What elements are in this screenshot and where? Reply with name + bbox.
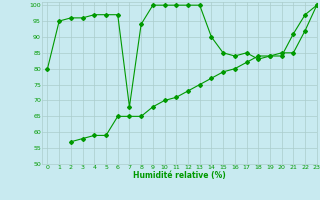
X-axis label: Humidité relative (%): Humidité relative (%) xyxy=(133,171,226,180)
